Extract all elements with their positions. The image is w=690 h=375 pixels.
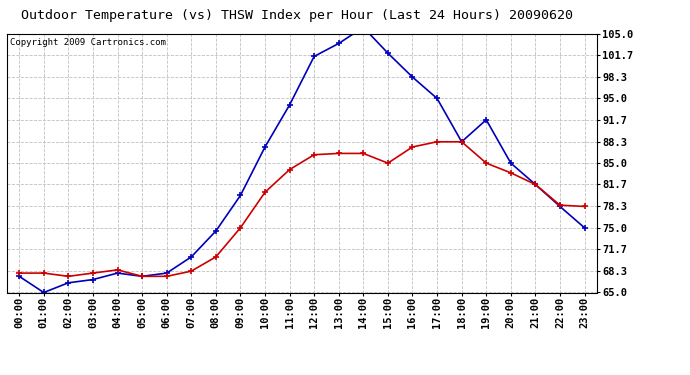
Text: Copyright 2009 Cartronics.com: Copyright 2009 Cartronics.com <box>10 38 166 46</box>
Text: Outdoor Temperature (vs) THSW Index per Hour (Last 24 Hours) 20090620: Outdoor Temperature (vs) THSW Index per … <box>21 9 573 22</box>
